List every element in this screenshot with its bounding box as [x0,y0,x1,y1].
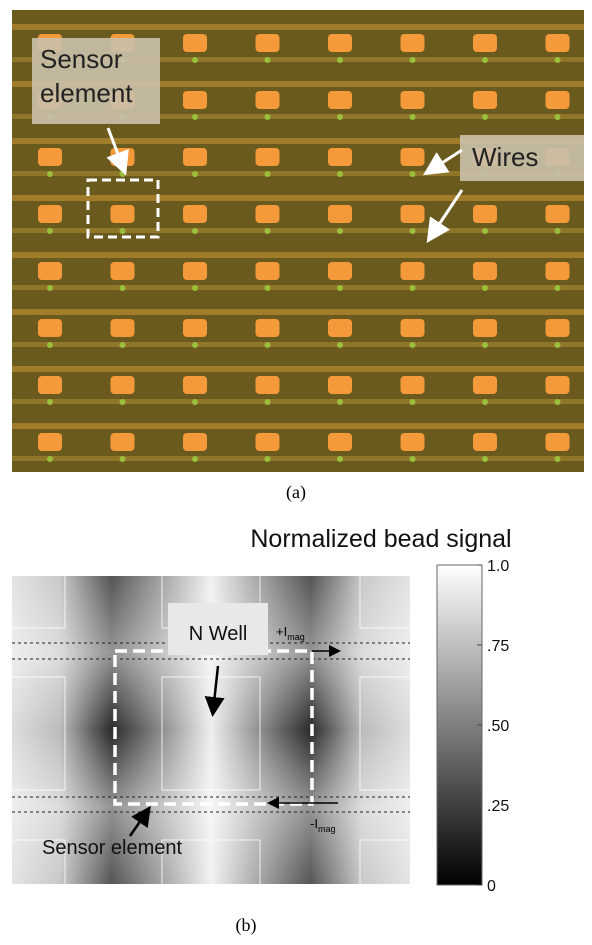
highlight-box [86,178,160,239]
arrow [422,148,463,176]
arrow [204,665,225,717]
n-well-label: N Well [189,623,248,645]
colorbar [436,564,483,886]
current-subscript: mag [287,632,305,642]
wires-label: Wires [472,142,538,172]
caption: (a) [286,482,306,503]
arrow [106,127,129,176]
panel-title: Normalized bead signal [250,525,511,553]
minus-current-label: -Imag [310,816,335,834]
plus-current-label: +Imag [276,624,305,642]
arrow [128,805,151,837]
sensor-element-label: Sensor element [40,44,133,108]
caption: (b) [236,915,257,936]
colorbar-tick-label: .50 [487,718,509,735]
colorbar-tick-label: 0 [487,878,496,895]
sensor-element-label: Sensor element [42,837,183,859]
current-symbol: -I [310,816,318,831]
colorbar-tick-label: .25 [487,798,509,815]
wire-lines [12,642,410,813]
current-subscript: mag [318,824,336,834]
label-box [32,38,160,124]
label-box [168,603,268,655]
colorbar-tick-label: .75 [487,638,509,655]
colorbar-tick-label: 1.0 [487,558,509,575]
current-symbol: +I [276,624,287,639]
label-box [460,135,584,181]
arrow [426,189,464,243]
